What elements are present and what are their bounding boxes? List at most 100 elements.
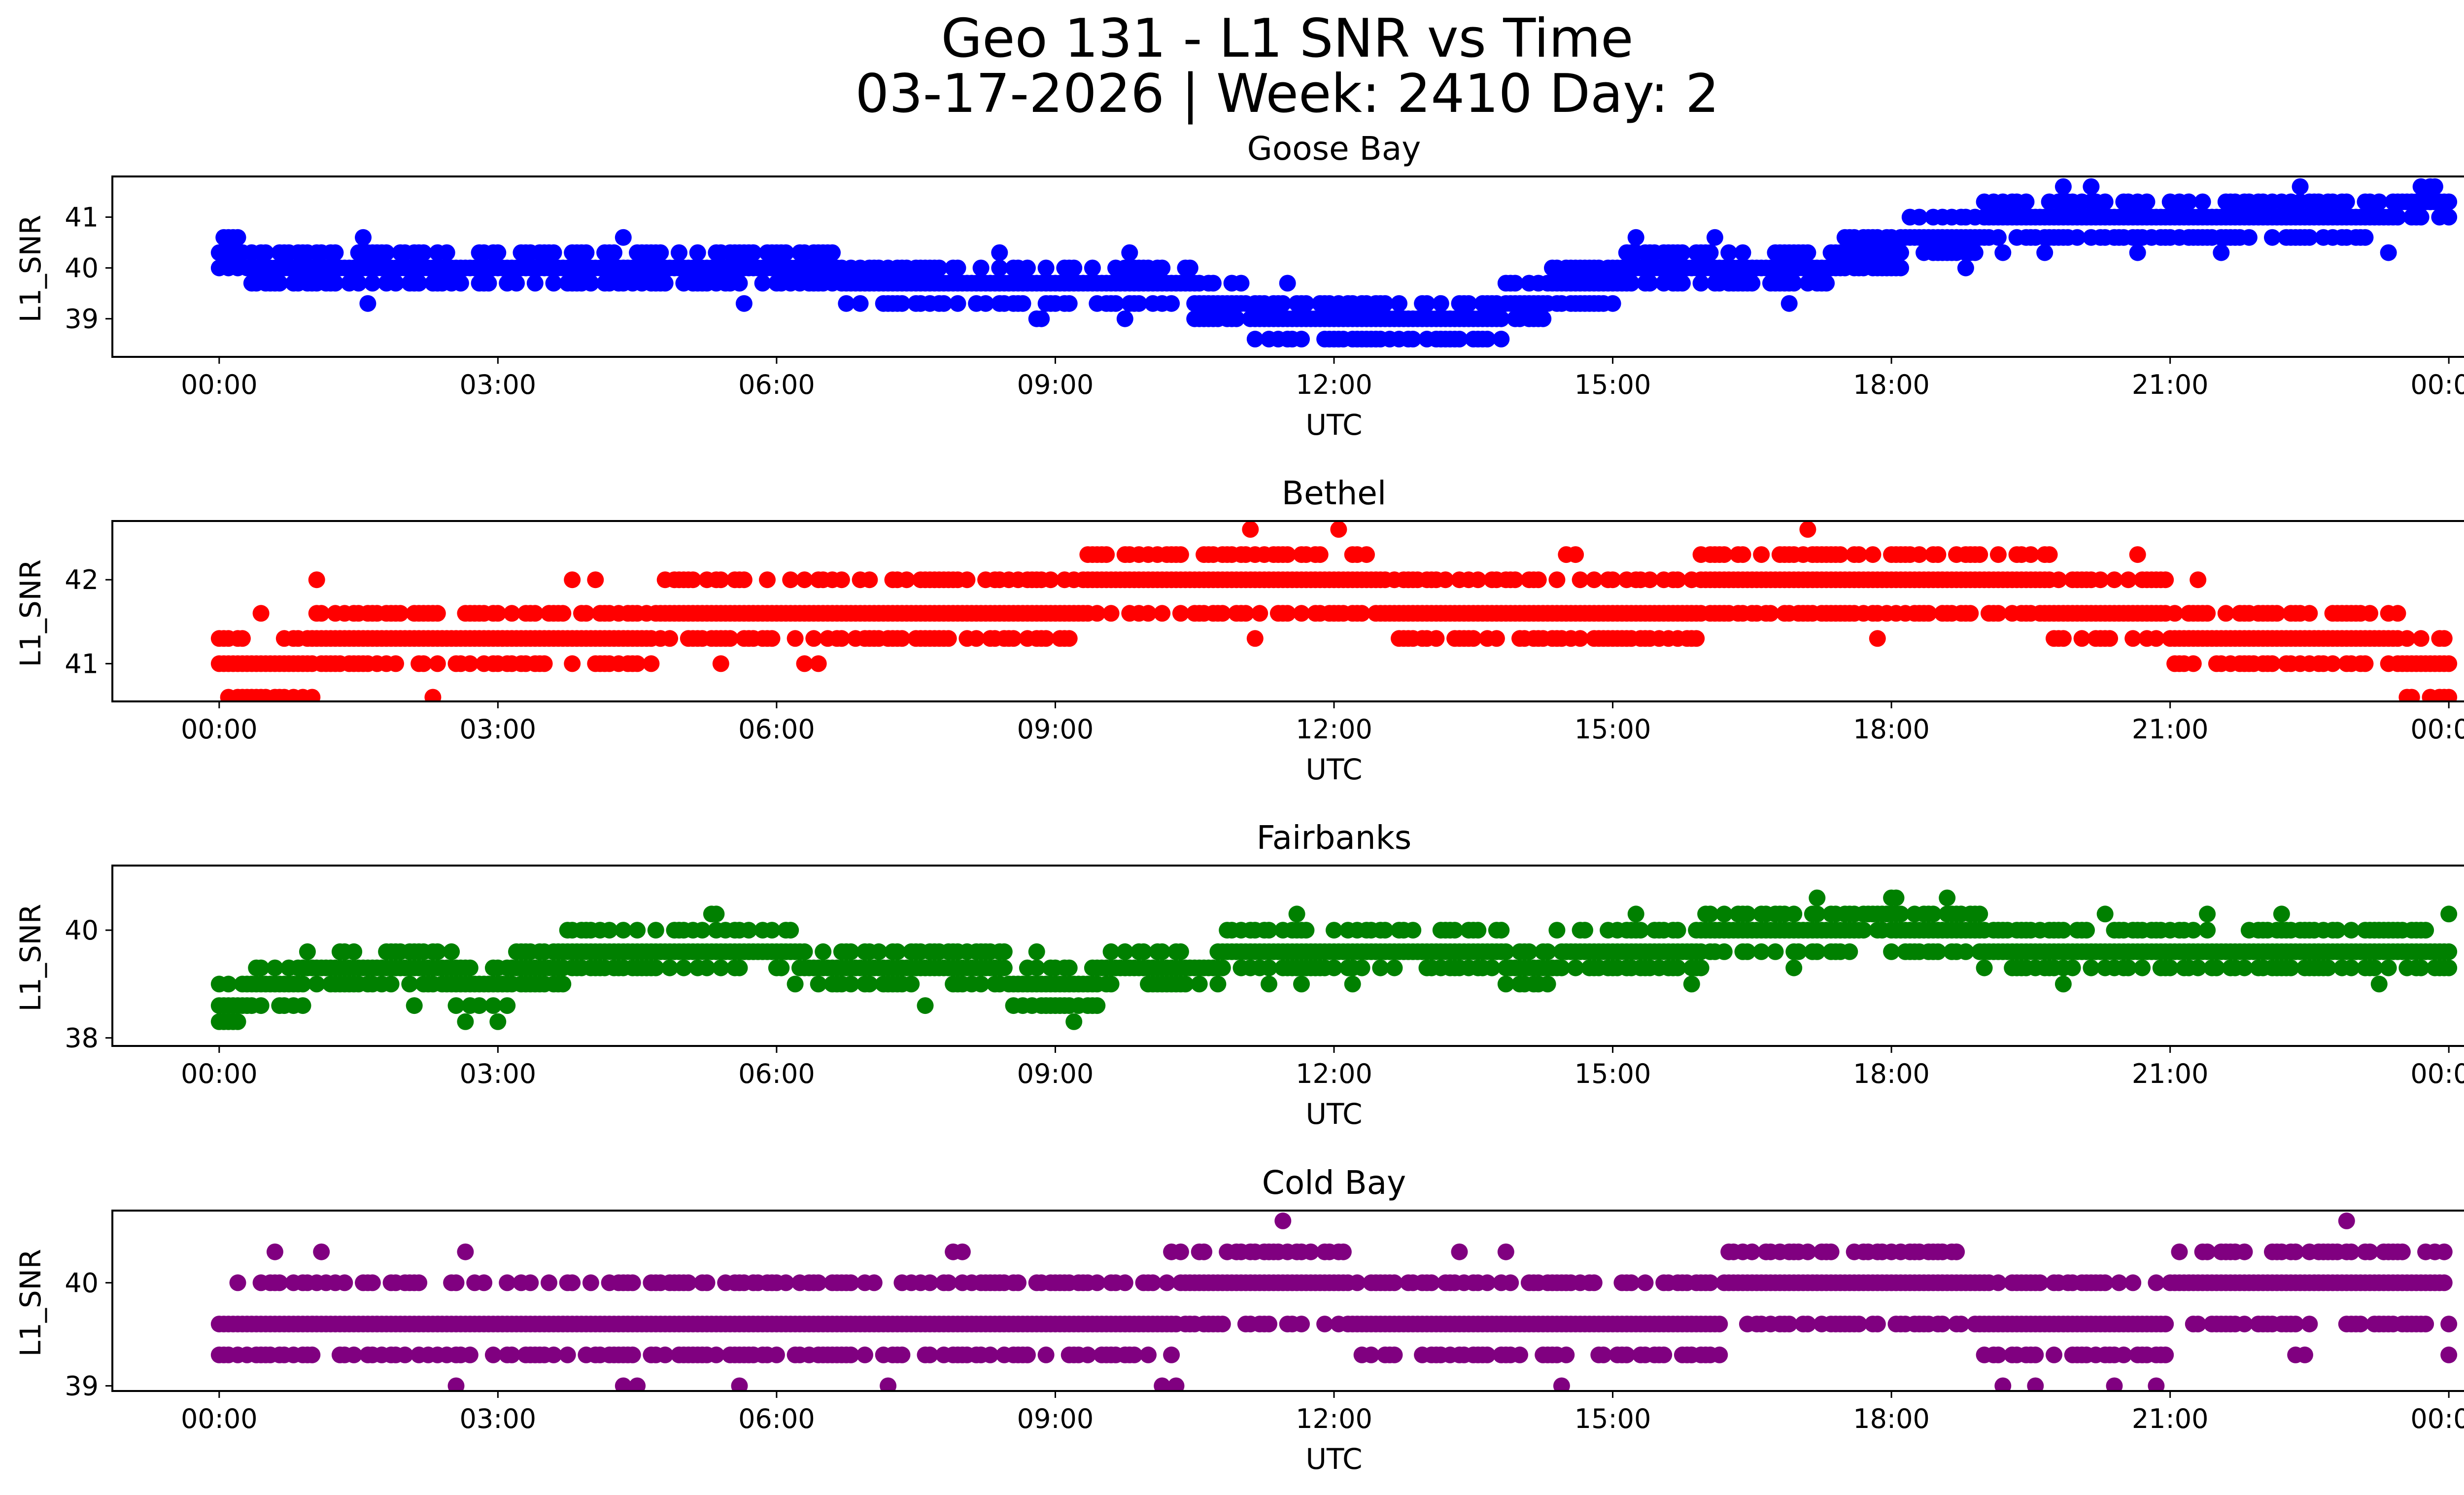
data-point [345,1346,363,1363]
data-point [2343,922,2360,939]
data-point [252,997,270,1014]
data-point [345,943,363,960]
data-point [2096,1274,2114,1291]
x-tick-label: 09:00 [1017,1403,1094,1434]
data-point [2199,1243,2216,1260]
data-point [1809,889,1826,906]
data-point [1098,546,1115,563]
data-point [2440,1346,2458,1363]
data-point [2394,1243,2411,1260]
data-point [2301,1316,2318,1333]
data-point [536,655,553,672]
data-point [1576,922,1593,939]
data-point [643,655,660,672]
data-point [1437,571,1454,589]
data-point [1767,943,1784,960]
data-point [1010,1274,1027,1291]
data-point [1869,1316,1886,1333]
data-point [1892,244,1909,261]
data-point [2435,1243,2453,1260]
data-point [940,630,957,647]
data-point [1920,605,1937,622]
data-point [833,571,850,589]
data-point [1734,244,1751,261]
data-point [1404,922,1422,939]
data-point [252,959,270,976]
data-point [712,655,729,672]
panel-title: Goose Bay [1247,130,1421,168]
data-point [415,655,432,672]
x-tick-label: 18:00 [1853,369,1930,400]
data-point [1140,1346,1157,1363]
data-point [671,244,687,261]
data-point [1344,975,1361,993]
data-point [694,922,711,939]
data-point [661,959,679,976]
data-point [1102,943,1120,960]
data-point [2357,655,2374,672]
data-point [1548,571,1566,589]
data-point [1089,605,1106,622]
data-point [1818,275,1835,292]
data-point [763,630,781,647]
data-point [1298,295,1315,312]
data-point [1934,1316,1951,1333]
data-point [2435,630,2453,647]
data-point [601,922,618,939]
data-point [2208,959,2225,976]
data-point [1618,1346,1635,1363]
data-point [2320,959,2337,976]
data-point [1702,244,1719,261]
data-point [1172,546,1189,563]
data-point [2027,1377,2044,1391]
data-point [313,1243,330,1260]
data-point [2018,193,2035,210]
data-point [1479,330,1496,348]
goose-bay-panel: Goose Bay L1_SNR UTC 00:00 03:00 06:00 09:0… [14,130,2464,442]
data-point [991,244,1008,261]
data-point [2338,193,2355,210]
data-point [1451,330,1468,348]
data-point [2440,1316,2458,1333]
data-point [2361,605,2378,622]
data-point [656,1346,674,1363]
data-point [2403,689,2420,701]
data-point [2417,922,2434,939]
data-point [1511,1346,1528,1363]
data-point [893,1346,911,1363]
x-tick-label: 21:00 [2132,1058,2209,1089]
data-point [1553,959,1570,976]
data-point [1989,546,2007,563]
data-point [629,922,646,939]
data-point [1753,943,1770,960]
data-point [2199,922,2216,939]
data-point [1037,630,1055,647]
data-point [484,997,502,1014]
data-point [2190,1316,2207,1333]
data-point [1246,330,1264,348]
data-point [1572,630,1589,647]
scatter-series [210,889,2458,1030]
data-point [508,275,525,292]
data-point [1404,330,1422,348]
data-point [698,959,716,976]
x-tick-label: 12:00 [1296,369,1372,400]
data-point [220,975,237,993]
data-point [308,975,325,993]
data-point [1702,905,1719,923]
data-point [2366,959,2383,976]
data-point [1330,521,1347,538]
data-point [2069,229,2086,246]
data-point [1595,1346,1612,1363]
data-point [1832,546,1849,563]
x-axis-label: UTC [1306,1442,1363,1476]
data-point [1762,605,1779,622]
data-point [2435,1274,2453,1291]
data-point [1353,605,1370,622]
data-point [1785,905,1803,923]
data-point [1753,546,1770,563]
data-point [1196,1243,1213,1260]
data-point [1850,546,1868,563]
data-point [271,1274,288,1291]
data-point [1061,295,1078,312]
